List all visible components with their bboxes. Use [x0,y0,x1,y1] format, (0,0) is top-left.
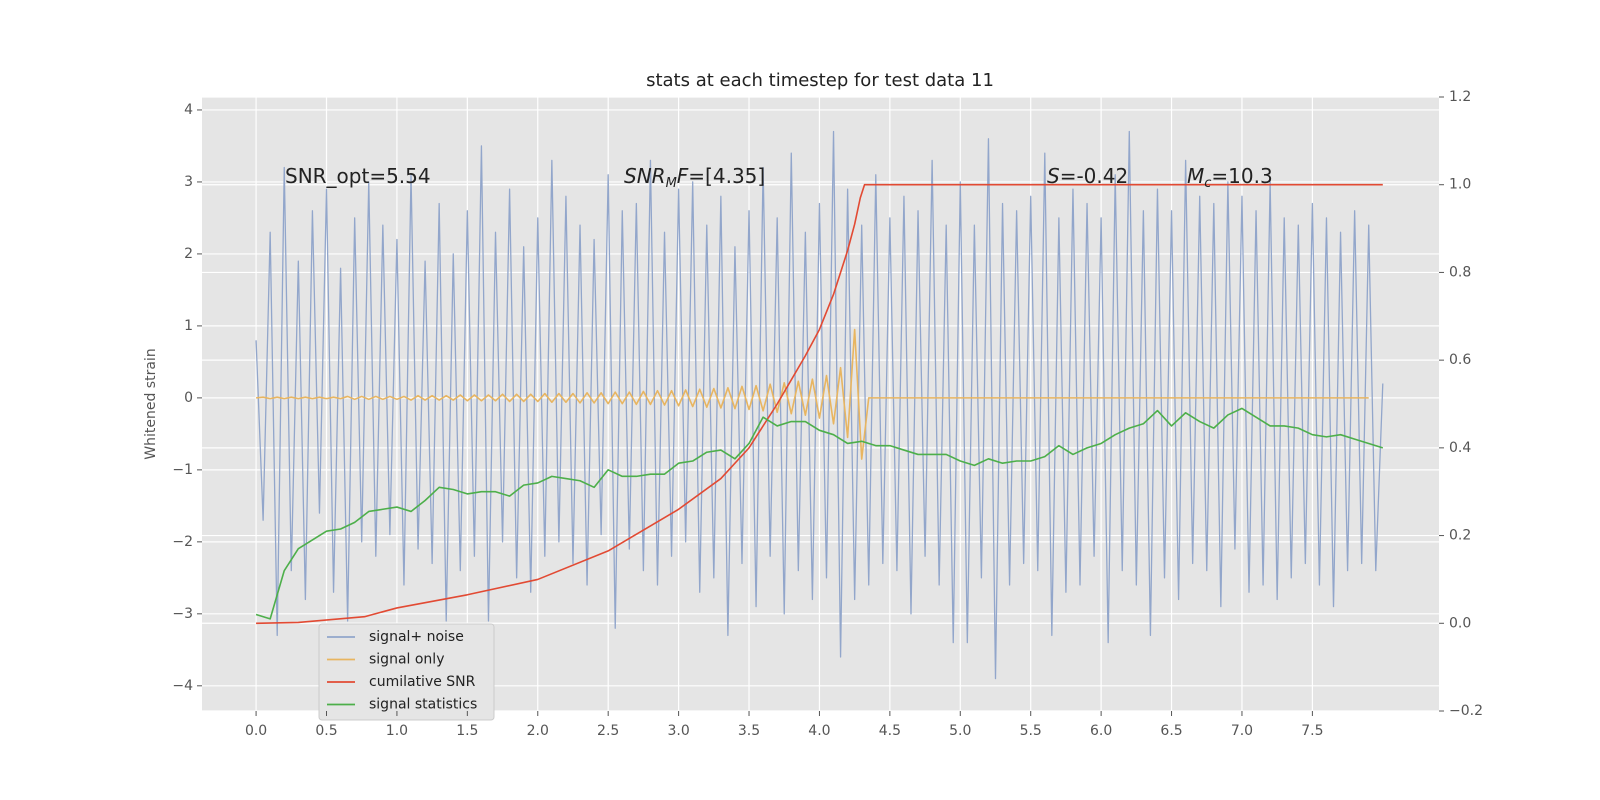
x-tick-label: 4.5 [879,723,901,739]
legend-label: signal+ noise [369,629,464,645]
annotation: SNRMF=[4.35] [624,164,765,191]
y-tick-label: −2 [172,534,193,550]
annotation-text: =10.3 [1211,164,1272,188]
x-tick-label: 7.0 [1231,723,1253,739]
x-tick-label: 7.5 [1301,723,1323,739]
x-tick-label: 5.0 [949,723,971,739]
legend-box [318,623,495,721]
y-tick-label: −3 [172,606,193,622]
y2-tick-label: 0.4 [1449,440,1471,456]
series-line [256,183,1383,625]
y-tick-label: 2 [184,246,193,262]
x-tick-label: 1.5 [456,723,478,739]
x-tick-label: 2.0 [527,723,549,739]
series-line [255,130,1384,680]
annotation-subscript: M [666,176,677,191]
x-tick-label: 6.0 [1090,723,1112,739]
y2-tick-label: 0.2 [1449,528,1471,544]
annotation: S=-0.42 [1047,164,1128,188]
y-tick-label: 1 [184,318,193,334]
y2-tick-label: −0.2 [1449,703,1483,719]
legend: signal+ noise signal only cumilative SNR si… [318,623,495,721]
y2-tick-label: 0.8 [1449,264,1471,280]
annotation-text: SNR_opt=5.54 [285,164,431,188]
legend-label: cumilative SNR [369,674,476,690]
plot-area [202,97,1439,711]
x-tick-label: 6.5 [1160,723,1182,739]
annotation-subscript: c [1204,176,1211,191]
annotation-text: M [1187,164,1204,188]
annotation-text: F [677,164,689,188]
chart-title: stats at each timestep for test data 11 [646,70,994,91]
y2-tick-label: 1.0 [1449,177,1471,193]
y2-tick-label: 0.6 [1449,352,1471,368]
y-tick-label: 4 [184,102,193,118]
x-tick-label: 2.5 [597,723,619,739]
x-tick-label: 0.0 [245,723,267,739]
series-line [255,328,1369,460]
annotation-text: SNR [624,164,666,188]
x-tick-label: 4.0 [808,723,830,739]
y-tick-label: 3 [184,174,193,190]
series-line [255,407,1384,620]
x-tick-label: 5.5 [1020,723,1042,739]
x-tick-label: 3.0 [667,723,689,739]
y-tick-label: −4 [172,678,193,694]
y-tick-label: 0 [184,390,193,406]
x-tick-label: 0.5 [315,723,337,739]
annotation: Mc=10.3 [1187,164,1273,191]
y-tick-label: −1 [172,462,193,478]
annotation: SNR_opt=5.54 [285,164,431,188]
y2-tick-label: 1.2 [1449,89,1471,105]
legend-label: signal only [369,652,444,668]
y2-tick-label: 0.0 [1449,615,1471,631]
annotation-text: =[4.35] [688,164,765,188]
legend-label: signal statistics [369,697,477,713]
x-tick-label: 3.5 [738,723,760,739]
y-axis-label: Whitened strain [143,348,159,459]
series-lines [255,130,1384,680]
annotation-text: S [1047,164,1060,188]
annotation-text: =-0.42 [1060,164,1129,188]
x-tick-label: 1.0 [386,723,408,739]
